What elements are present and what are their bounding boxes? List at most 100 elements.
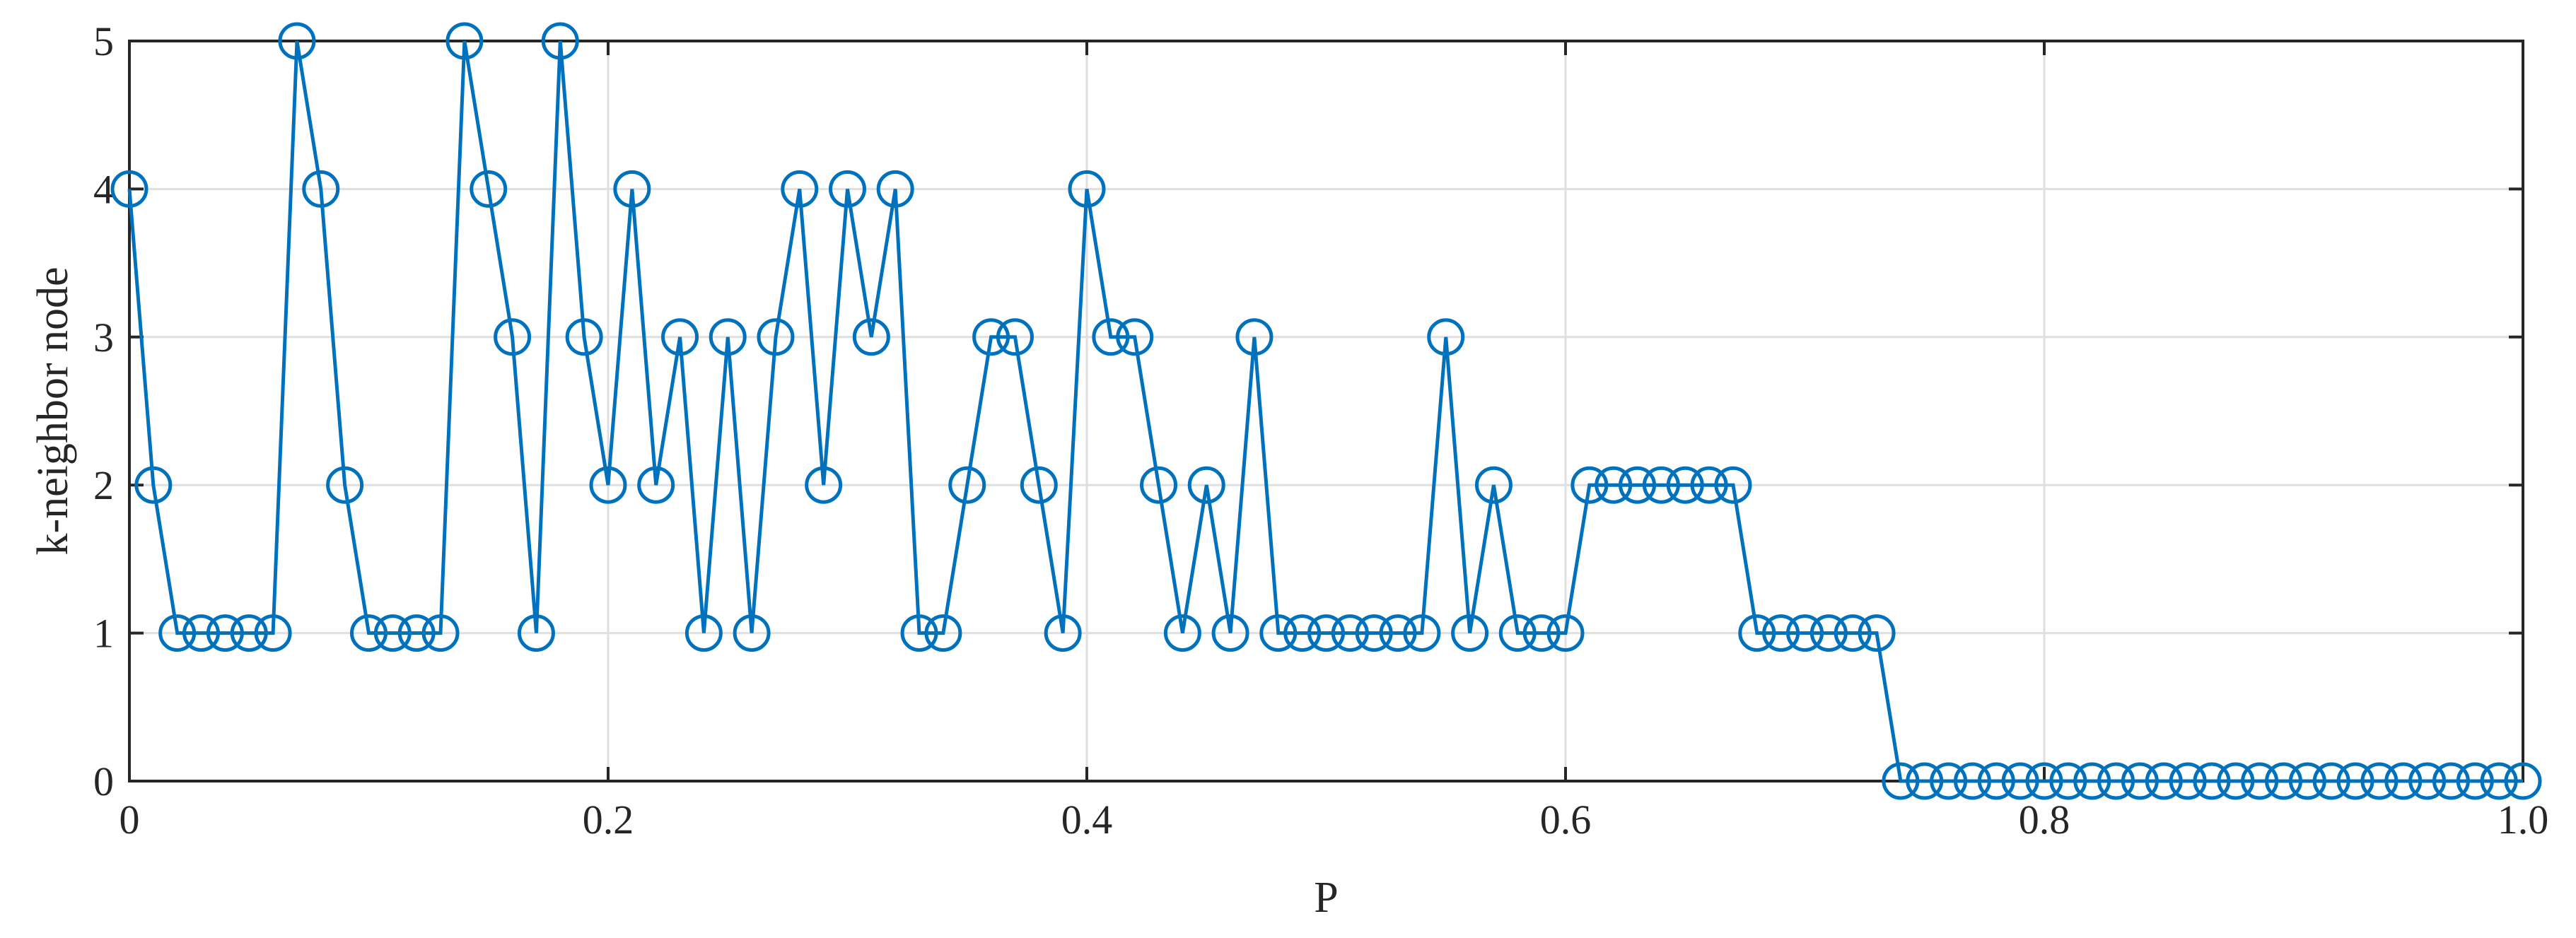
data-point	[661, 318, 699, 356]
data-point	[996, 318, 1034, 356]
data-point	[900, 614, 938, 652]
data-point	[781, 170, 819, 208]
data-point	[565, 318, 603, 356]
data-point	[158, 614, 197, 652]
data-point	[182, 614, 221, 652]
data-point	[1738, 614, 1776, 652]
data-point	[1307, 614, 1345, 652]
data-point	[2336, 762, 2374, 800]
y-tick-label: 4	[93, 166, 114, 212]
data-point	[2288, 762, 2326, 800]
data-point	[2241, 762, 2279, 800]
data-point	[1355, 614, 1393, 652]
data-point	[350, 614, 387, 652]
data-point	[1714, 466, 1752, 504]
data-point	[2504, 762, 2542, 800]
data-point	[1427, 318, 1465, 356]
x-tick-label: 0.4	[1061, 797, 1113, 843]
data-point	[2408, 762, 2447, 800]
y-tick-label: 0	[93, 758, 114, 804]
data-point	[2049, 762, 2087, 800]
data-point	[2217, 762, 2255, 800]
data-point	[2001, 762, 2039, 800]
data-point	[134, 466, 173, 504]
x-axis-label: P	[1314, 874, 1338, 922]
data-point	[1858, 614, 1896, 652]
data-point	[1403, 614, 1441, 652]
labels-layer: P k-neighbor node	[29, 266, 1339, 922]
data-point	[1259, 614, 1298, 652]
data-point	[684, 614, 723, 652]
y-tick-label: 1	[93, 611, 114, 657]
data-point	[2145, 762, 2183, 800]
data-point	[637, 466, 675, 504]
data-point	[1187, 466, 1225, 504]
data-point	[805, 466, 843, 504]
data-point	[445, 22, 484, 60]
data-point	[1331, 614, 1369, 652]
data-point	[709, 318, 747, 356]
data-point	[613, 170, 651, 208]
data-point	[1834, 614, 1872, 652]
data-point	[230, 614, 268, 652]
data-point	[1570, 466, 1609, 504]
data-point	[2097, 762, 2135, 800]
data-point	[589, 466, 627, 504]
data-point	[2360, 762, 2399, 800]
data-point	[2121, 762, 2159, 800]
data-point	[1068, 170, 1106, 208]
data-point	[470, 170, 508, 208]
data-point	[541, 22, 579, 60]
data-point	[1116, 318, 1154, 356]
data-point	[1163, 614, 1201, 652]
data-point	[1882, 762, 1920, 800]
data-point	[1498, 614, 1537, 652]
x-tick-label: 0.8	[2019, 797, 2070, 843]
axes-layer: 0 0.2 0.4 0.6 0.8 1.0 0 1 2 3 4 5	[93, 18, 2548, 843]
data-point	[2169, 762, 2207, 800]
data-point	[494, 318, 532, 356]
data-point	[2480, 762, 2518, 800]
data-point	[948, 466, 986, 504]
x-tick-label: 0.6	[1540, 797, 1592, 843]
data-point	[110, 170, 148, 208]
data-point	[1666, 466, 1704, 504]
y-axis-label: k-neighbor node	[29, 266, 77, 555]
data-point	[876, 170, 914, 208]
data-point	[206, 614, 244, 652]
y-tick-label: 5	[93, 18, 114, 64]
data-point	[1690, 466, 1728, 504]
data-point	[326, 466, 364, 504]
x-tick-label: 0.2	[583, 797, 634, 843]
data-point	[2265, 762, 2302, 800]
data-point	[1906, 762, 1944, 800]
data-point	[421, 614, 460, 652]
data-point	[1522, 614, 1561, 652]
data-point	[2312, 762, 2350, 800]
data-point	[1379, 614, 1417, 652]
data-point	[302, 170, 340, 208]
x-tick-label: 1.0	[2498, 797, 2549, 843]
data-point	[278, 22, 316, 60]
data-point	[517, 614, 555, 652]
data-point	[1809, 614, 1848, 652]
data-point	[1211, 614, 1249, 652]
data-point	[1283, 614, 1322, 652]
data-point	[1953, 762, 1991, 800]
data-point	[1546, 614, 1585, 652]
data-point	[757, 318, 795, 356]
data-point	[397, 614, 436, 652]
data-point	[1619, 466, 1657, 504]
data-point	[2025, 762, 2063, 800]
data-point	[1762, 614, 1800, 652]
x-tick-label: 0	[120, 797, 140, 843]
data-point	[2384, 762, 2423, 800]
series-layer	[110, 22, 2542, 800]
data-point	[1020, 466, 1058, 504]
data-point	[1140, 466, 1178, 504]
data-point	[2073, 762, 2111, 800]
data-point	[1235, 318, 1274, 356]
data-point	[1595, 466, 1633, 504]
